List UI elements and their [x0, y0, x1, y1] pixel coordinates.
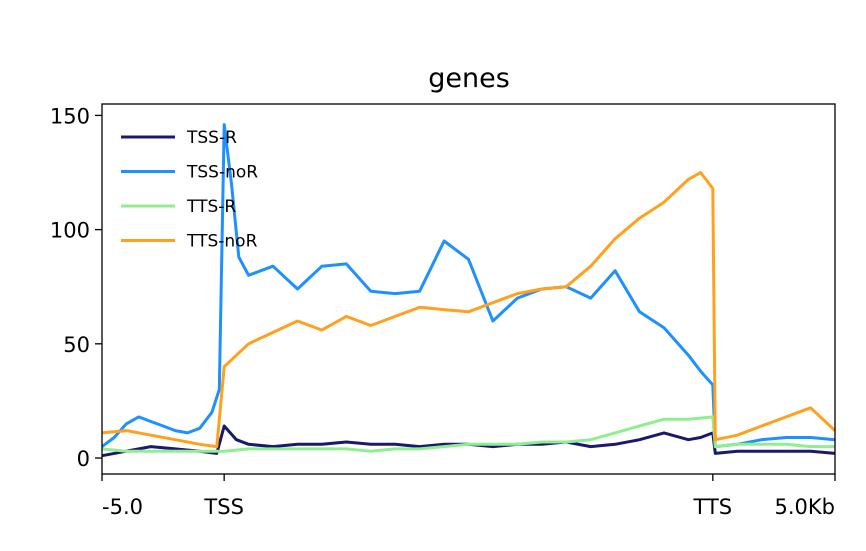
y-tick-label-0: 0 [77, 447, 90, 471]
chart-title: genes [428, 63, 510, 94]
x-tick-label-2: TTS [693, 495, 733, 519]
y-tick-label-3: 150 [50, 104, 90, 128]
series-layer [101, 123, 837, 458]
x-tick-label-1: TSS [203, 495, 244, 519]
legend-label-3: TTS-noR [186, 232, 258, 252]
legend-label-1: TSS-noR [186, 163, 258, 183]
x-tick-label-0: -5.0 [102, 495, 143, 519]
legend-label-0: TSS-R [186, 128, 237, 148]
series-line-1 [101, 123, 836, 449]
legend: TSS-R TSS-noR TTS-R TTS-noR [121, 128, 258, 252]
plot-frame [101, 103, 836, 475]
series-line-3 [101, 171, 837, 449]
x-tick-label-3: 5.0Kb [775, 495, 836, 519]
y-tick-label-2: 100 [50, 219, 90, 243]
y-tick-label-1: 50 [63, 333, 90, 357]
axis-layer: 0 50 100 150 -5.0 TSS TTS 5.0Kb [50, 104, 836, 519]
series-line-2 [101, 415, 835, 453]
legend-label-2: TTS-R [186, 197, 236, 217]
